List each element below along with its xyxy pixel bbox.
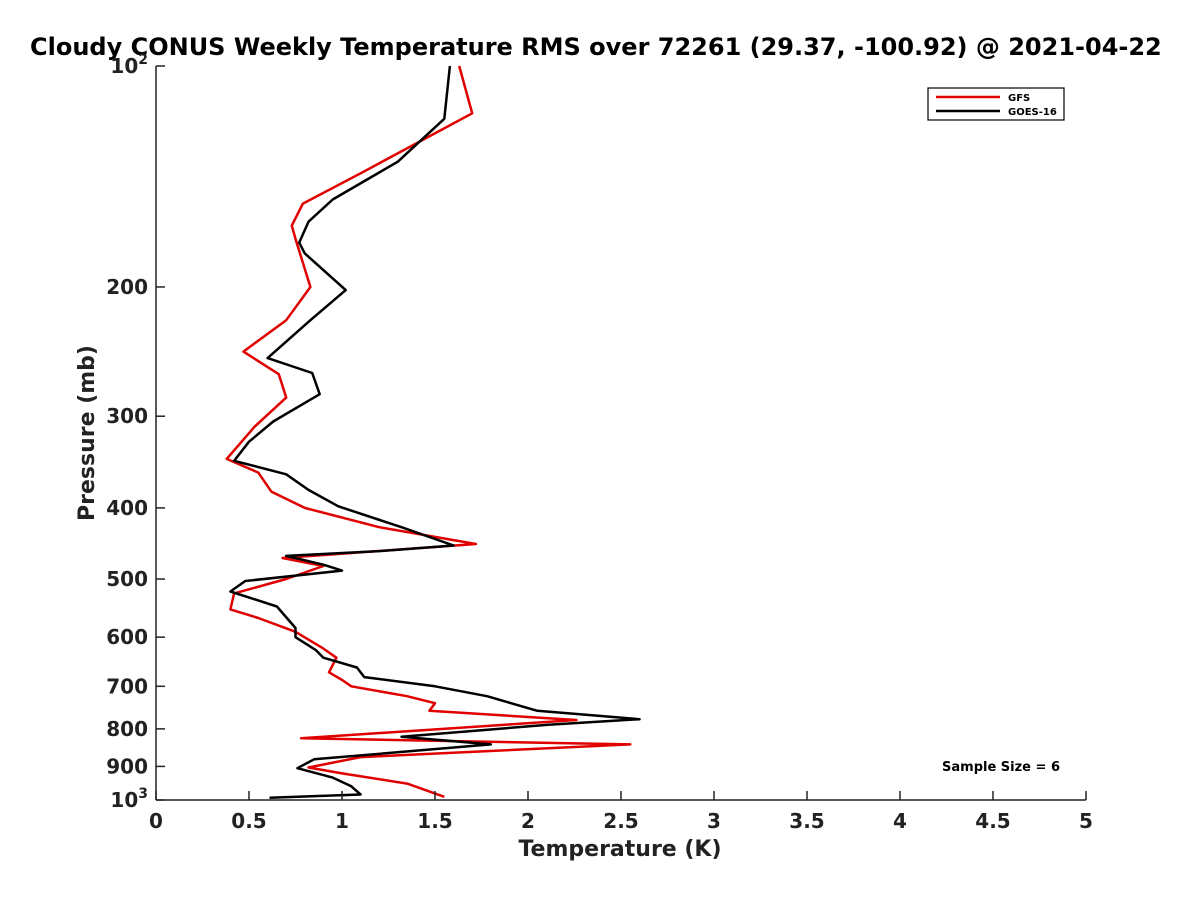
legend-label: GFS [1008,93,1030,104]
x-tick-label: 0.5 [231,809,266,833]
y-axis: 102 200 300 400 500 600 700 800 900 103 [106,52,165,812]
y-tick-label: 300 [106,404,148,428]
x-axis-label: Temperature (K) [518,837,721,862]
x-tick-label: 1 [335,809,349,833]
chart-title: Cloudy CONUS Weekly Temperature RMS over… [30,33,1162,61]
plot-area [225,65,641,800]
sample-size-annotation: Sample Size = 6 [942,760,1060,775]
x-tick-label: 4.5 [975,809,1010,833]
y-tick-label: 103 [110,786,148,812]
x-tick-label: 2 [521,809,535,833]
legend-box [927,87,1065,121]
legend-label: GOES-16 [1008,107,1057,118]
x-tick-label: 3.5 [789,809,824,833]
y-tick-label: 400 [106,496,148,520]
x-tick-label: 0 [149,809,163,833]
y-axis-label: Pressure (mb) [75,345,100,521]
series-line-gfs [225,65,632,798]
y-tick-label: 900 [106,754,148,778]
y-tick-label: 700 [106,674,148,698]
y-tick-label: 500 [106,567,148,591]
y-tick-label: 800 [106,717,148,741]
x-tick-label: 1.5 [417,809,452,833]
x-tick-label: 4 [893,809,907,833]
y-tick-label: 600 [106,625,148,649]
x-tick-label: 2.5 [603,809,638,833]
x-tick-label: 5 [1079,809,1093,833]
x-tick-label: 3 [707,809,721,833]
series-line-goes-16 [229,65,641,800]
y-tick-label: 102 [110,52,148,78]
legend: GFS GOES-16 [927,87,1065,121]
y-tick-label: 200 [106,275,148,299]
x-axis: 0 0.5 1 1.5 2 2.5 3 3.5 4 4.5 5 [149,791,1093,833]
